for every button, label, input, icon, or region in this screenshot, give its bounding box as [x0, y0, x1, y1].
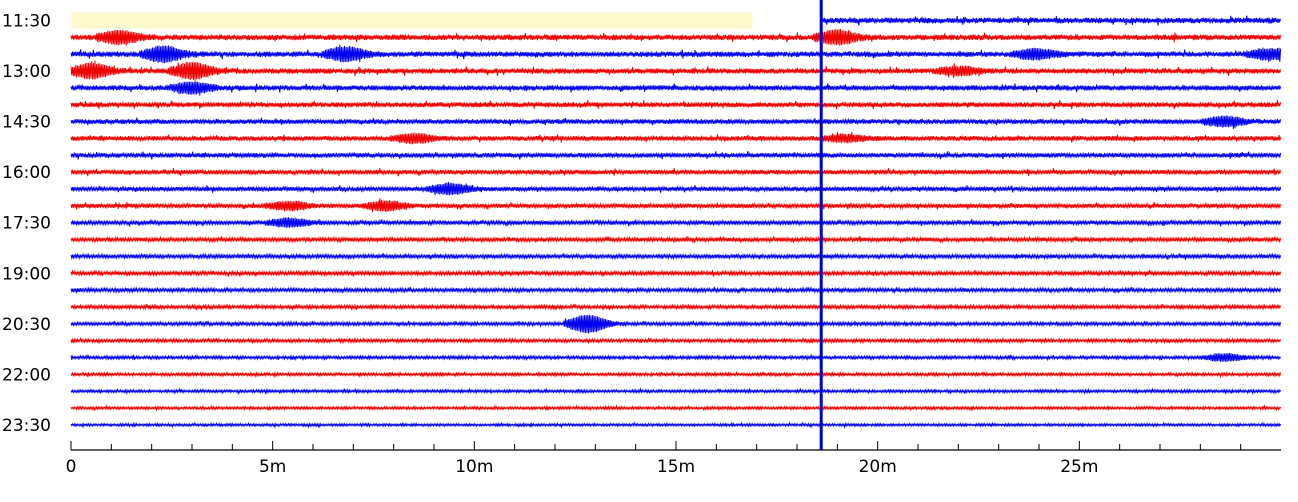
trace-2230 [70, 387, 1282, 396]
y-tick-label: 17:30 [2, 214, 51, 234]
trace-1400 [70, 100, 1282, 110]
seismic-traces [70, 15, 1282, 430]
no-data-band [71, 12, 753, 29]
trace-1330 [70, 81, 1282, 96]
trace-1930 [70, 286, 1282, 294]
trace-1600 [70, 168, 1282, 177]
trace-1200 [70, 28, 1282, 46]
trace-1430 [70, 115, 1282, 129]
trace-2300 [70, 404, 1282, 413]
y-tick-label: 23:30 [2, 416, 51, 436]
y-axis: 11:30 13:00 14:30 16:00 17:30 19:00 20:30 22:00… [2, 12, 51, 436]
y-tick-label: 19:00 [2, 264, 51, 284]
y-tick-label: 14:30 [2, 113, 51, 133]
trace-1700 [70, 198, 1282, 213]
y-tick-label: 20:30 [2, 315, 51, 335]
x-tick-label: 15m [657, 457, 695, 477]
y-tick-label: 16:00 [2, 163, 51, 183]
no-data-region [71, 12, 753, 29]
trace-1230 [70, 44, 1282, 64]
trace-2030 [70, 314, 1282, 334]
trace-2100 [70, 337, 1282, 345]
trace-1900 [70, 269, 1282, 278]
trace-2000 [70, 303, 1282, 311]
trace-1300 [70, 60, 1282, 81]
trace-2330 [70, 420, 1282, 430]
x-tick-label: 10m [455, 457, 493, 477]
trace-1830 [70, 252, 1282, 261]
x-axis: 0 5m 10m 15m 20m 25m [66, 441, 1281, 477]
x-tick-label: 0 [66, 457, 77, 477]
trace-1630 [70, 181, 1282, 196]
trace-1130 [820, 15, 1281, 26]
x-tick-label: 25m [1060, 457, 1098, 477]
trace-1500 [70, 131, 1282, 145]
y-tick-label: 13:00 [2, 62, 51, 82]
y-tick-label: 11:30 [2, 12, 51, 32]
x-tick-label: 20m [859, 457, 897, 477]
trace-1730 [70, 217, 1282, 229]
trace-2200 [70, 370, 1282, 379]
trace-1800 [70, 235, 1282, 244]
trace-1530 [70, 151, 1282, 160]
y-tick-label: 22:00 [2, 365, 51, 385]
trace-2130 [70, 353, 1282, 363]
x-tick-label: 5m [259, 457, 286, 477]
